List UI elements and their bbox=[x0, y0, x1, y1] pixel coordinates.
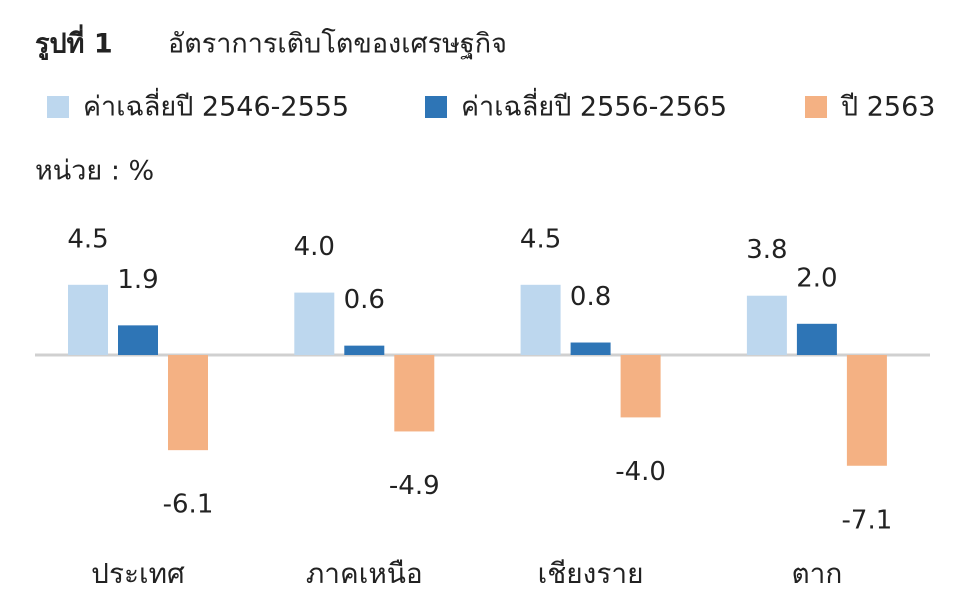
data-label: 4.0 bbox=[294, 232, 335, 262]
data-label: -4.0 bbox=[615, 457, 666, 487]
legend-label: ค่าเฉลี่ยปี 2546-2555 bbox=[83, 88, 349, 123]
legend-swatch bbox=[47, 96, 69, 118]
x-tick-label: เชียงราย bbox=[538, 557, 644, 590]
data-label: -7.1 bbox=[842, 505, 893, 535]
data-label: -6.1 bbox=[163, 490, 214, 520]
bar bbox=[118, 325, 158, 355]
data-label: 0.8 bbox=[570, 282, 611, 312]
x-tick-label: ประเทศ bbox=[91, 557, 185, 590]
bar bbox=[570, 342, 611, 355]
bar bbox=[846, 355, 887, 466]
bar bbox=[746, 295, 787, 355]
chart-title-label: รูปที่ 1 bbox=[35, 24, 113, 61]
data-label: 2.0 bbox=[796, 263, 837, 293]
data-label: 3.8 bbox=[746, 235, 787, 265]
data-label: 1.9 bbox=[117, 265, 158, 295]
legend-swatch bbox=[805, 96, 827, 118]
data-label: 4.5 bbox=[520, 224, 561, 254]
bar bbox=[796, 323, 837, 355]
legend-label: ปี 2563 bbox=[841, 92, 936, 123]
legend-label: ค่าเฉลี่ยปี 2556-2565 bbox=[461, 88, 727, 123]
data-label: 0.6 bbox=[344, 285, 385, 315]
x-tick-label: ตาก bbox=[791, 557, 842, 590]
legend-swatch bbox=[425, 96, 447, 118]
data-label: -4.9 bbox=[389, 471, 440, 501]
bar bbox=[394, 355, 435, 432]
bar bbox=[168, 355, 208, 451]
unit-label: หน่วย : % bbox=[35, 156, 154, 187]
bar bbox=[294, 292, 335, 355]
data-label: 4.5 bbox=[67, 224, 108, 254]
bar bbox=[344, 345, 385, 355]
x-tick-label: ภาคเหนือ bbox=[306, 557, 423, 590]
bar bbox=[620, 355, 661, 418]
chart-title: อัตราการเติบโตของเศรษฐกิจ bbox=[168, 29, 507, 60]
bar bbox=[520, 284, 561, 355]
bar bbox=[68, 284, 108, 355]
